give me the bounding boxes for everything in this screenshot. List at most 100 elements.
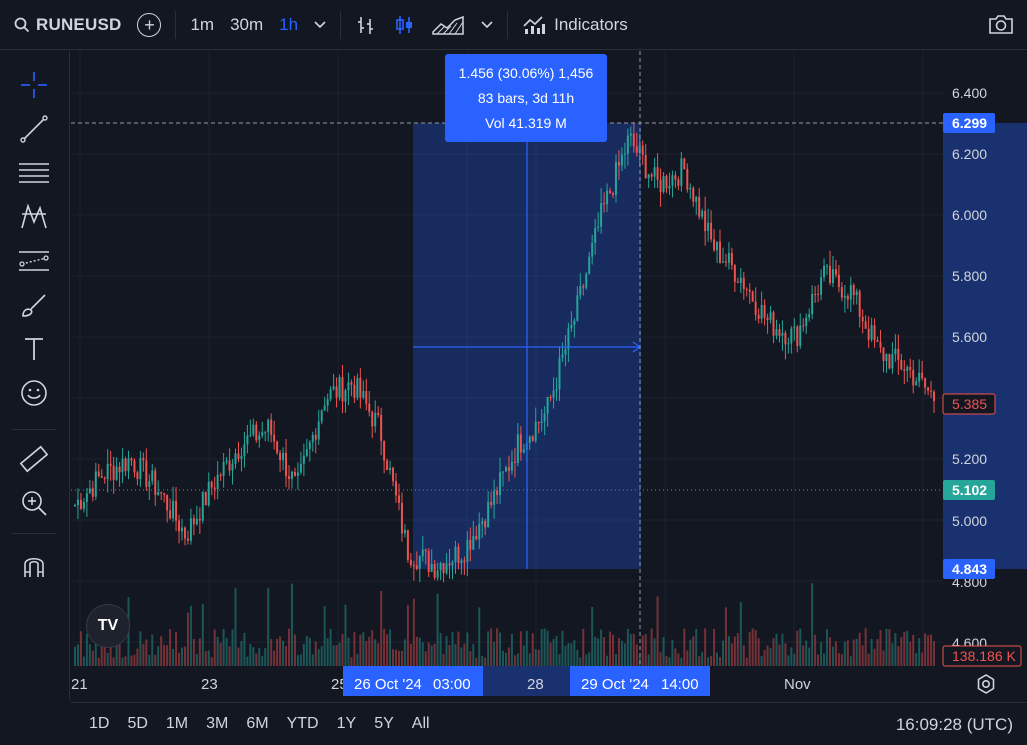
volume-bar	[383, 628, 386, 666]
candle-body	[234, 453, 237, 464]
interval-dropdown[interactable]	[306, 0, 334, 50]
brush-tool[interactable]	[14, 285, 54, 325]
volume-bar	[418, 637, 421, 666]
interval-1h[interactable]: 1h	[279, 14, 299, 34]
candle-body	[82, 501, 85, 509]
candle-body	[317, 421, 320, 440]
candle-body	[472, 536, 475, 550]
forecast-tool[interactable]	[14, 241, 54, 281]
volume-bars	[74, 583, 935, 666]
candle-body	[377, 412, 380, 415]
bars-style-button[interactable]	[347, 0, 385, 50]
candle-body	[837, 274, 840, 288]
volume-bar	[870, 638, 873, 666]
volume-bar	[222, 628, 225, 666]
volume-bar	[323, 606, 326, 666]
candle-body	[130, 458, 133, 461]
candle-body	[680, 158, 683, 186]
area-style-button[interactable]	[423, 0, 473, 50]
volume-bar	[528, 653, 531, 666]
measure-tool[interactable]	[14, 439, 54, 479]
candle-body	[195, 518, 198, 525]
volume-bar	[831, 646, 834, 666]
volume-bar	[317, 649, 320, 666]
clock[interactable]: 16:09:28 (UTC)	[895, 715, 1013, 734]
candle-body	[766, 317, 769, 320]
volume-bar	[329, 628, 332, 666]
candle-body	[299, 463, 302, 473]
range-3m[interactable]: 3M	[206, 715, 229, 732]
crosshair-tool[interactable]	[14, 65, 54, 105]
candle-body	[796, 326, 799, 346]
chart-settings-button[interactable]	[975, 673, 997, 700]
candle-body	[805, 317, 808, 326]
candle-body	[430, 563, 433, 572]
candle-body	[558, 357, 561, 390]
pattern-tool[interactable]	[14, 197, 54, 237]
candle-body	[540, 421, 543, 424]
symbol-search[interactable]: RUNEUSD	[0, 0, 129, 50]
price-chart[interactable]: 6.400 6.200 6.000 5.800 5.600 5.200 5.00…	[71, 51, 1027, 700]
range-5y[interactable]: 5Y	[374, 715, 394, 732]
fib-tool[interactable]	[14, 153, 54, 193]
candle-body	[160, 491, 163, 494]
volume-bar	[213, 629, 216, 666]
volume-bar	[849, 656, 852, 666]
measure-change: 1.456 (30.06%) 1,456	[458, 64, 594, 81]
trendline-tool[interactable]	[14, 109, 54, 149]
chart-grid	[71, 51, 943, 666]
candle-body	[240, 456, 243, 459]
candle-body	[252, 424, 255, 435]
candle-body	[826, 265, 828, 267]
volume-bar	[641, 635, 644, 666]
volume-bar	[885, 628, 888, 666]
volume-bar	[656, 596, 659, 666]
snapshot-button[interactable]	[987, 12, 1015, 41]
tradingview-logo[interactable]: TV	[86, 604, 130, 648]
candle-body	[903, 369, 906, 371]
zoom-tool[interactable]	[14, 483, 54, 523]
volume-bar	[748, 632, 751, 666]
candle-body	[261, 432, 264, 436]
range-all[interactable]: All	[411, 715, 430, 732]
range-1m[interactable]: 1M	[165, 715, 189, 732]
volume-bar	[629, 634, 632, 666]
horizontal-lines-icon	[19, 163, 49, 183]
volume-bar	[632, 634, 635, 666]
volume-bar	[276, 638, 279, 666]
candle-body	[739, 277, 742, 283]
interval-1m[interactable]: 1m	[190, 14, 215, 34]
compare-button[interactable]: +	[129, 0, 169, 50]
range-6m[interactable]: 6M	[246, 715, 269, 732]
volume-bar	[374, 639, 377, 666]
indicators-button[interactable]: Indicators	[514, 0, 636, 50]
volume-bar	[594, 636, 597, 666]
candle-body	[85, 493, 88, 502]
low-price-tag	[943, 559, 995, 579]
candle-body	[513, 461, 516, 463]
range-ytd[interactable]: YTD	[286, 715, 319, 732]
volume-bar	[531, 633, 534, 666]
forecast-icon	[19, 251, 49, 271]
candle-body	[442, 563, 445, 574]
range-start-tag	[343, 666, 483, 696]
interval-30m[interactable]: 30m	[230, 14, 264, 34]
candle-body	[406, 530, 409, 560]
range-1y[interactable]: 1Y	[336, 715, 357, 732]
volume-bar	[243, 632, 246, 666]
candle-body	[392, 467, 395, 482]
candle-body	[484, 521, 487, 528]
text-tool[interactable]	[14, 329, 54, 369]
volume-bar	[713, 628, 716, 666]
volume-bar	[823, 653, 826, 666]
magnet-tool[interactable]	[14, 545, 54, 585]
volume-bar	[707, 657, 710, 666]
candle-body	[820, 277, 823, 295]
range-5d[interactable]: 5D	[127, 715, 148, 732]
candles-style-button[interactable]	[385, 0, 423, 50]
candle-body	[189, 518, 192, 541]
chart-type-dropdown[interactable]	[473, 0, 501, 50]
emoji-tool[interactable]	[14, 373, 54, 413]
candle-body	[133, 460, 136, 473]
range-1d[interactable]: 1D	[89, 715, 110, 732]
